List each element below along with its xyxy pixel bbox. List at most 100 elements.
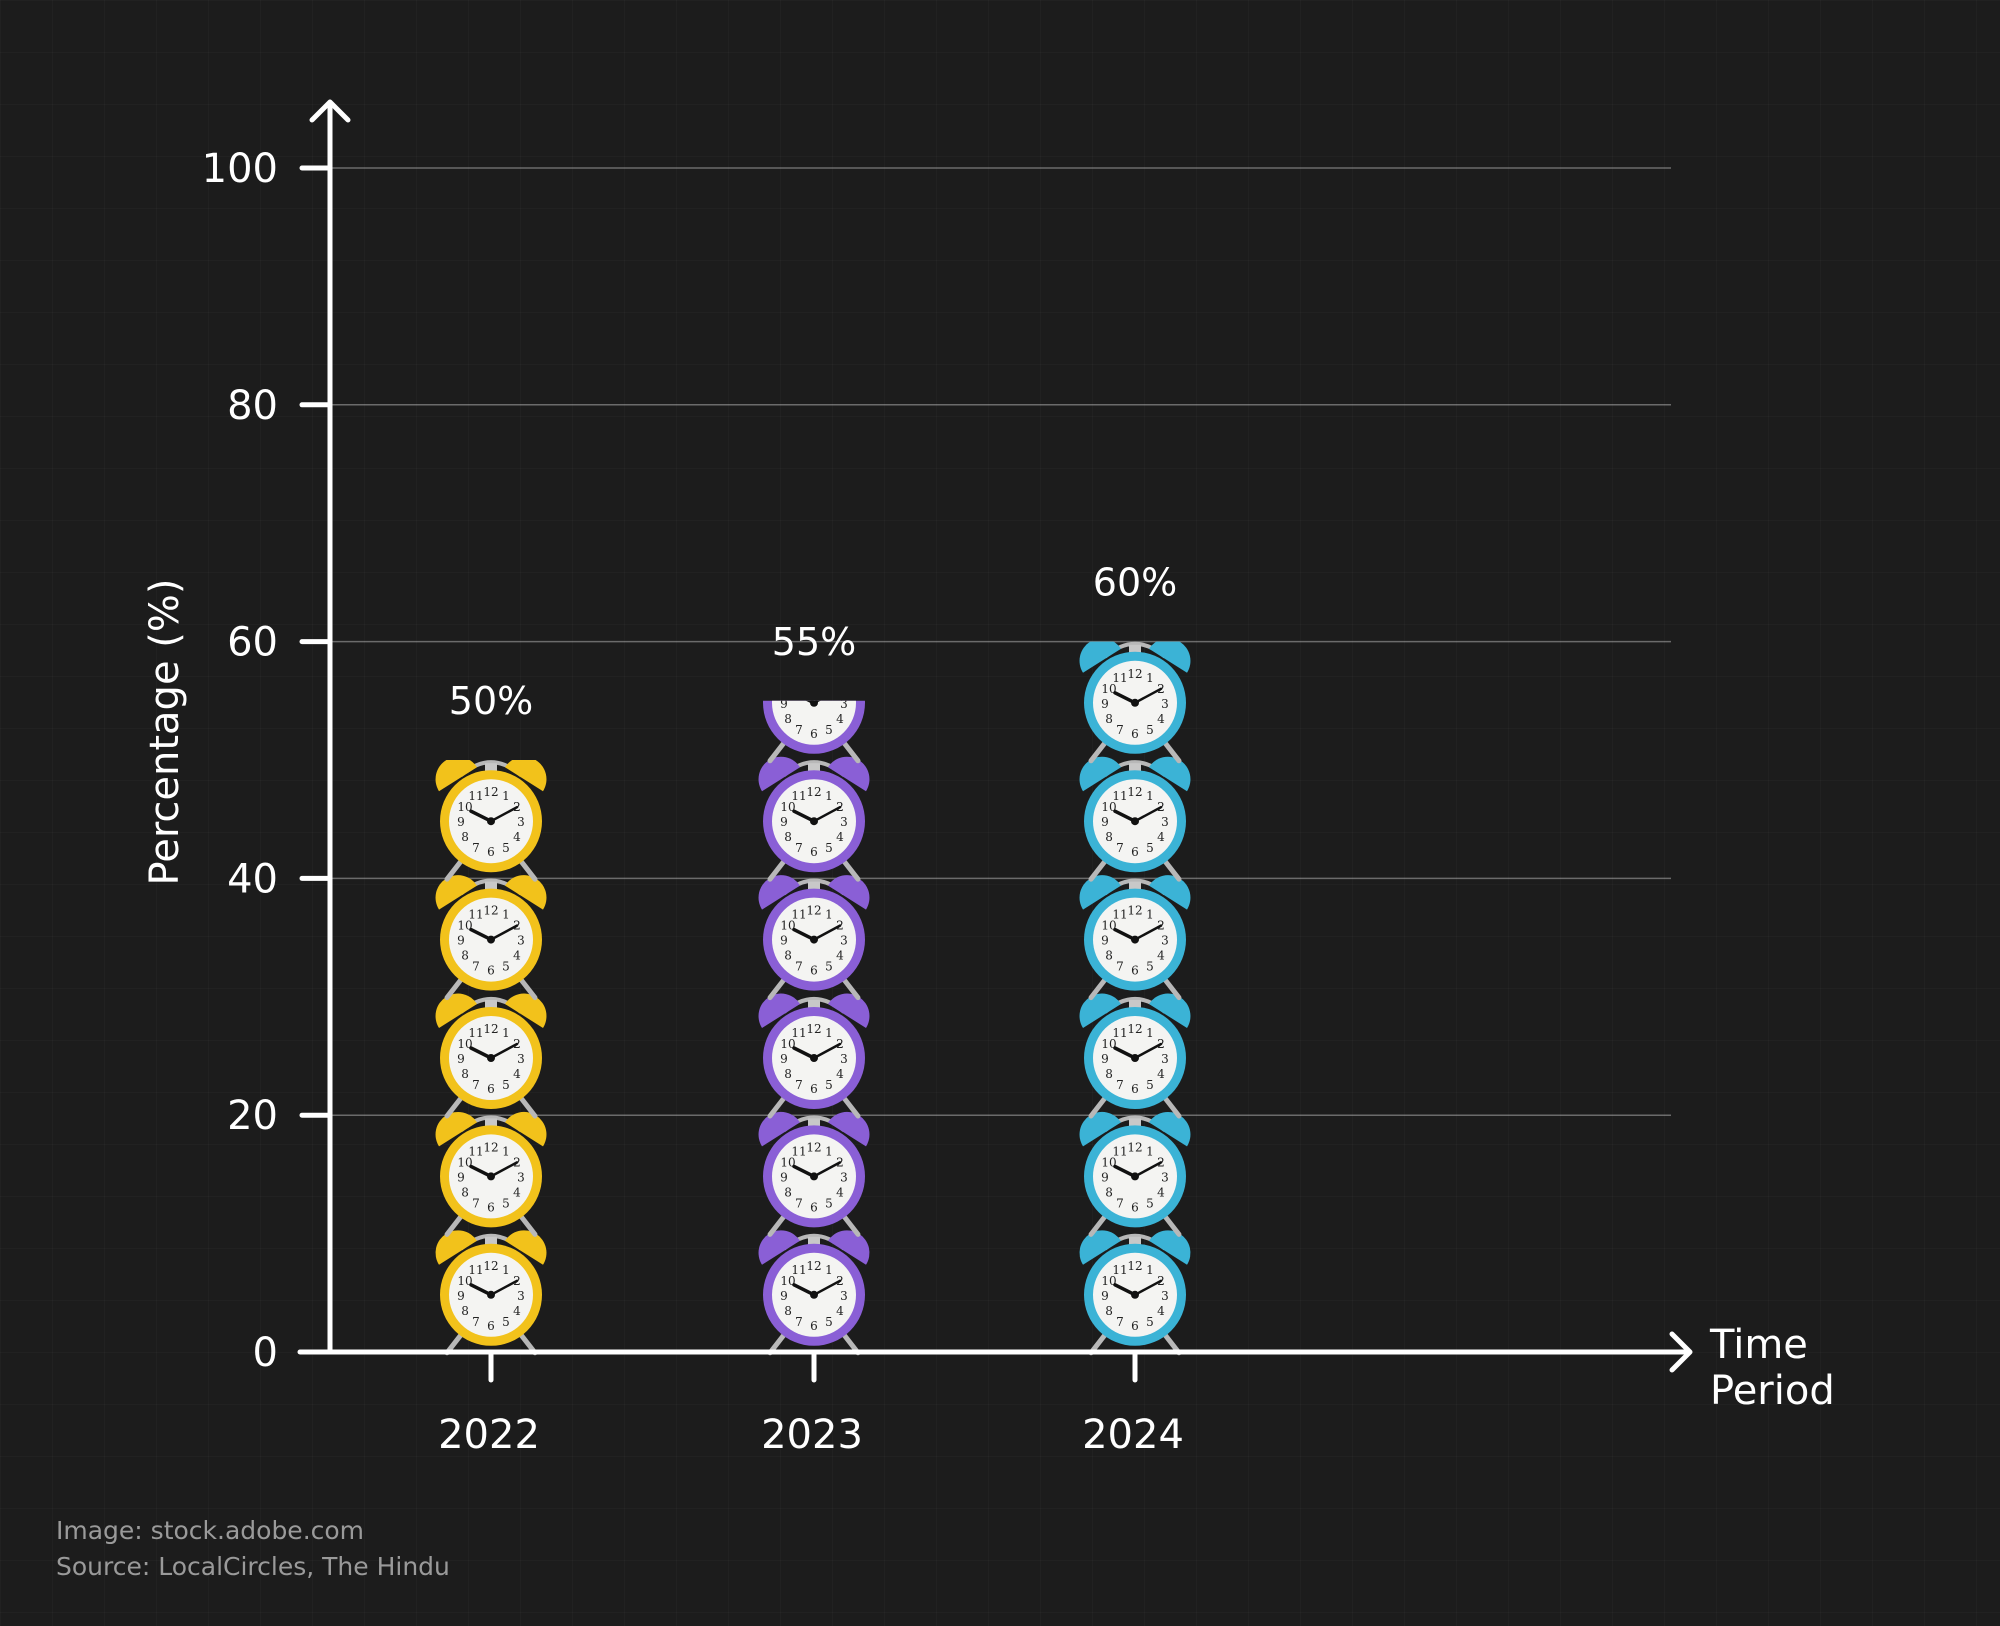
svg-text:11: 11 (791, 1026, 806, 1040)
svg-text:7: 7 (795, 960, 803, 974)
svg-text:7: 7 (795, 1196, 803, 1210)
svg-text:9: 9 (1101, 934, 1109, 948)
svg-text:1: 1 (1146, 1144, 1154, 1158)
svg-text:4: 4 (836, 830, 844, 844)
svg-text:10: 10 (1101, 800, 1116, 814)
svg-text:7: 7 (1116, 1078, 1124, 1092)
svg-text:8: 8 (461, 1067, 469, 1081)
svg-text:10: 10 (457, 1274, 472, 1288)
svg-text:1: 1 (1146, 908, 1154, 922)
x-axis-arrow-icon (1669, 1331, 1693, 1373)
axes (297, 99, 1693, 1373)
svg-text:7: 7 (1116, 960, 1124, 974)
svg-text:4: 4 (1157, 830, 1165, 844)
svg-text:9: 9 (457, 1052, 465, 1066)
svg-text:4: 4 (513, 1067, 521, 1081)
svg-text:8: 8 (461, 830, 469, 844)
svg-text:1: 1 (825, 1144, 833, 1158)
y-tick-label: 80 (227, 383, 278, 429)
svg-text:5: 5 (1146, 723, 1154, 737)
svg-text:6: 6 (1131, 727, 1139, 741)
svg-text:3: 3 (1161, 697, 1169, 711)
svg-text:12: 12 (806, 1259, 821, 1273)
svg-text:11: 11 (468, 1263, 483, 1277)
svg-text:7: 7 (795, 1078, 803, 1092)
svg-text:10: 10 (780, 800, 795, 814)
svg-text:11: 11 (791, 1144, 806, 1158)
svg-text:1: 1 (1146, 789, 1154, 803)
svg-text:11: 11 (468, 1144, 483, 1158)
y-tick-label: 0 (253, 1330, 278, 1376)
svg-text:5: 5 (1146, 1315, 1154, 1329)
svg-text:10: 10 (457, 919, 472, 933)
svg-text:3: 3 (840, 1170, 848, 1184)
svg-text:7: 7 (795, 1315, 803, 1329)
svg-text:3: 3 (1161, 1170, 1169, 1184)
svg-text:11: 11 (791, 1263, 806, 1277)
svg-text:9: 9 (780, 815, 788, 829)
svg-text:3: 3 (517, 815, 525, 829)
svg-text:9: 9 (780, 1289, 788, 1303)
data-label: 60% (1093, 561, 1177, 605)
svg-text:6: 6 (487, 845, 495, 859)
svg-text:6: 6 (1131, 1082, 1139, 1096)
svg-text:8: 8 (1105, 830, 1113, 844)
svg-text:5: 5 (502, 1078, 510, 1092)
svg-text:12: 12 (483, 904, 498, 918)
svg-text:10: 10 (1101, 919, 1116, 933)
svg-text:9: 9 (1101, 697, 1109, 711)
svg-text:8: 8 (1105, 1304, 1113, 1318)
svg-text:6: 6 (810, 964, 818, 978)
svg-text:12: 12 (1127, 1259, 1142, 1273)
svg-text:1: 1 (825, 1263, 833, 1277)
svg-text:9: 9 (1101, 1289, 1109, 1303)
svg-text:9: 9 (780, 697, 788, 711)
svg-text:4: 4 (836, 1304, 844, 1318)
svg-text:5: 5 (825, 723, 833, 737)
svg-text:4: 4 (836, 949, 844, 963)
svg-text:4: 4 (513, 1185, 521, 1199)
svg-text:12: 12 (1127, 667, 1142, 681)
x-axis-title: Time Period (1709, 1322, 1835, 1414)
svg-text:12: 12 (483, 1140, 498, 1154)
svg-text:5: 5 (502, 841, 510, 855)
svg-text:11: 11 (1112, 1144, 1127, 1158)
svg-text:4: 4 (513, 1304, 521, 1318)
svg-text:4: 4 (1157, 1067, 1165, 1081)
svg-text:8: 8 (461, 1304, 469, 1318)
svg-text:6: 6 (810, 1200, 818, 1214)
svg-text:9: 9 (457, 815, 465, 829)
svg-text:6: 6 (487, 1082, 495, 1096)
gridlines (330, 167, 1671, 1116)
y-axis-title: Percentage (%) (142, 579, 188, 886)
svg-text:1: 1 (502, 1144, 510, 1158)
svg-text:9: 9 (1101, 815, 1109, 829)
svg-text:6: 6 (487, 964, 495, 978)
svg-text:3: 3 (840, 1052, 848, 1066)
svg-text:8: 8 (461, 1185, 469, 1199)
svg-text:11: 11 (791, 789, 806, 803)
svg-text:5: 5 (502, 1315, 510, 1329)
svg-text:6: 6 (1131, 1200, 1139, 1214)
svg-text:8: 8 (784, 1185, 792, 1199)
svg-text:4: 4 (513, 830, 521, 844)
svg-text:5: 5 (825, 841, 833, 855)
svg-text:7: 7 (472, 1078, 480, 1092)
svg-text:8: 8 (1105, 712, 1113, 726)
y-tick-label: 40 (227, 856, 278, 902)
svg-text:7: 7 (1116, 723, 1124, 737)
svg-text:5: 5 (1146, 1078, 1154, 1092)
svg-text:10: 10 (780, 919, 795, 933)
svg-text:6: 6 (810, 1319, 818, 1333)
svg-text:3: 3 (840, 934, 848, 948)
svg-text:1: 1 (825, 789, 833, 803)
